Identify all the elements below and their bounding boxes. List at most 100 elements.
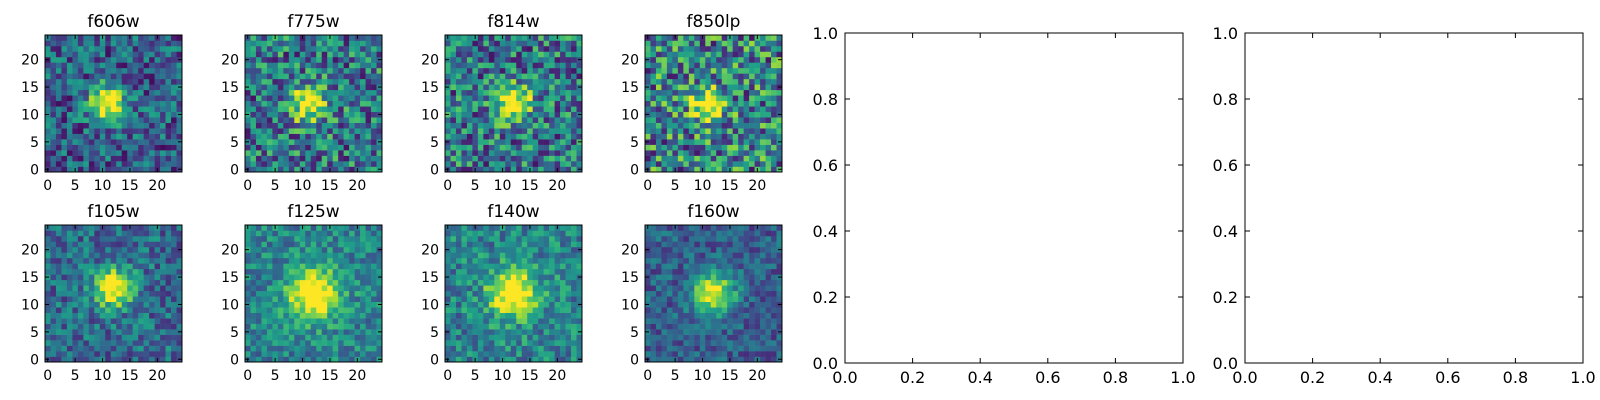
x-tick-label: 10 [294,178,312,194]
heatmap-cell [171,268,177,275]
heatmap-cell [343,117,350,123]
heatmap-cell [565,117,572,123]
heatmap-cell [655,45,662,52]
heatmap-cell [472,290,479,297]
heatmap-cell [245,296,251,303]
heatmap-cell [455,252,462,259]
y-tick-label: 15 [621,80,639,96]
heatmap-cell [645,279,651,286]
heatmap-cell [277,95,284,102]
heatmap-cell [332,144,339,151]
heatmap-cell [571,40,577,47]
heatmap-cell [77,301,84,308]
heatmap-cell [154,241,161,248]
heatmap-cell [661,166,668,173]
heatmap-cell [110,257,117,264]
heatmap-cell [716,111,723,118]
heatmap-cell [771,111,777,118]
heatmap-cell [450,128,457,134]
heatmap-cell [50,150,57,156]
heatmap-cell [94,274,101,281]
heatmap-cell [121,252,128,259]
heatmap-cell [121,345,128,352]
heatmap-cell [299,263,306,270]
heatmap-cell [61,296,68,303]
heatmap-cell [477,356,484,363]
heatmap-cell [66,78,73,85]
heatmap-cell [527,307,533,313]
heatmap-cell [672,56,679,63]
heatmap-cell [365,290,372,297]
heatmap-cell [45,323,51,330]
heatmap-cell [138,144,144,151]
heatmap-cell [666,84,673,91]
heatmap-cell [543,263,550,270]
y-tick-label: 5 [30,135,39,151]
heatmap-cell [510,35,517,41]
heatmap-cell [354,56,361,63]
heatmap-cell [261,246,268,253]
heatmap-cell [250,78,257,85]
heatmap-cell [61,285,68,292]
heatmap-cell [66,45,73,52]
heatmap-cell [343,329,350,335]
heatmap-cell [327,122,333,129]
heatmap-cell [527,128,533,134]
heatmap-cell [510,67,517,74]
heatmap-cell [666,144,673,151]
heatmap-cell [760,62,766,69]
heatmap-cell [466,117,473,123]
heatmap-cell [565,301,572,308]
heatmap-cell [132,67,139,74]
heatmap-cell [143,133,150,140]
heatmap-cell [672,329,679,335]
heatmap-cell [543,323,550,330]
heatmap-cell [66,67,73,74]
heatmap-cell [655,122,662,129]
heatmap-cell [760,40,766,47]
heatmap-cell [754,279,761,286]
heatmap-cell [327,128,333,134]
heatmap-cell [477,128,484,134]
heatmap-cell [354,67,361,74]
heatmap-cell [165,144,172,151]
heatmap-cell [50,161,57,167]
heatmap-cell [138,296,144,303]
heatmap-cell [116,257,123,264]
heatmap-cell [127,161,133,167]
heatmap-cell [138,345,144,352]
heatmap-cell [132,155,139,162]
heatmap-cell [510,62,517,69]
heatmap-cell [527,340,533,346]
heatmap-cell [477,290,484,297]
heatmap-cell [749,340,755,346]
heatmap-cell [455,340,462,346]
heatmap-cell [288,290,295,297]
heatmap-cell [765,128,772,134]
heatmap-cell [683,318,690,324]
heatmap-cell [138,128,144,134]
heatmap-cell [132,166,139,173]
heatmap-cell [45,312,51,319]
heatmap-cell [732,323,739,330]
heatmap-cell [121,139,128,145]
heatmap-cell [376,40,383,47]
heatmap-cell [477,230,484,237]
heatmap-cell [255,133,262,140]
heatmap-cell [272,340,279,346]
heatmap-cell [576,285,583,292]
heatmap-cell [154,268,161,275]
heatmap-cell [310,246,317,253]
heatmap-cell [261,144,268,151]
heatmap-cell [527,241,533,248]
heatmap-cell [354,95,361,102]
heatmap-cell [560,150,566,156]
heatmap-cell [376,268,383,275]
heatmap-cell [138,45,144,52]
heatmap-cell [349,122,355,129]
heatmap-cell [549,235,555,242]
heatmap-cell [371,285,377,292]
heatmap-cell [116,334,123,341]
heatmap-cell [532,296,539,303]
heatmap-cell [61,356,68,363]
